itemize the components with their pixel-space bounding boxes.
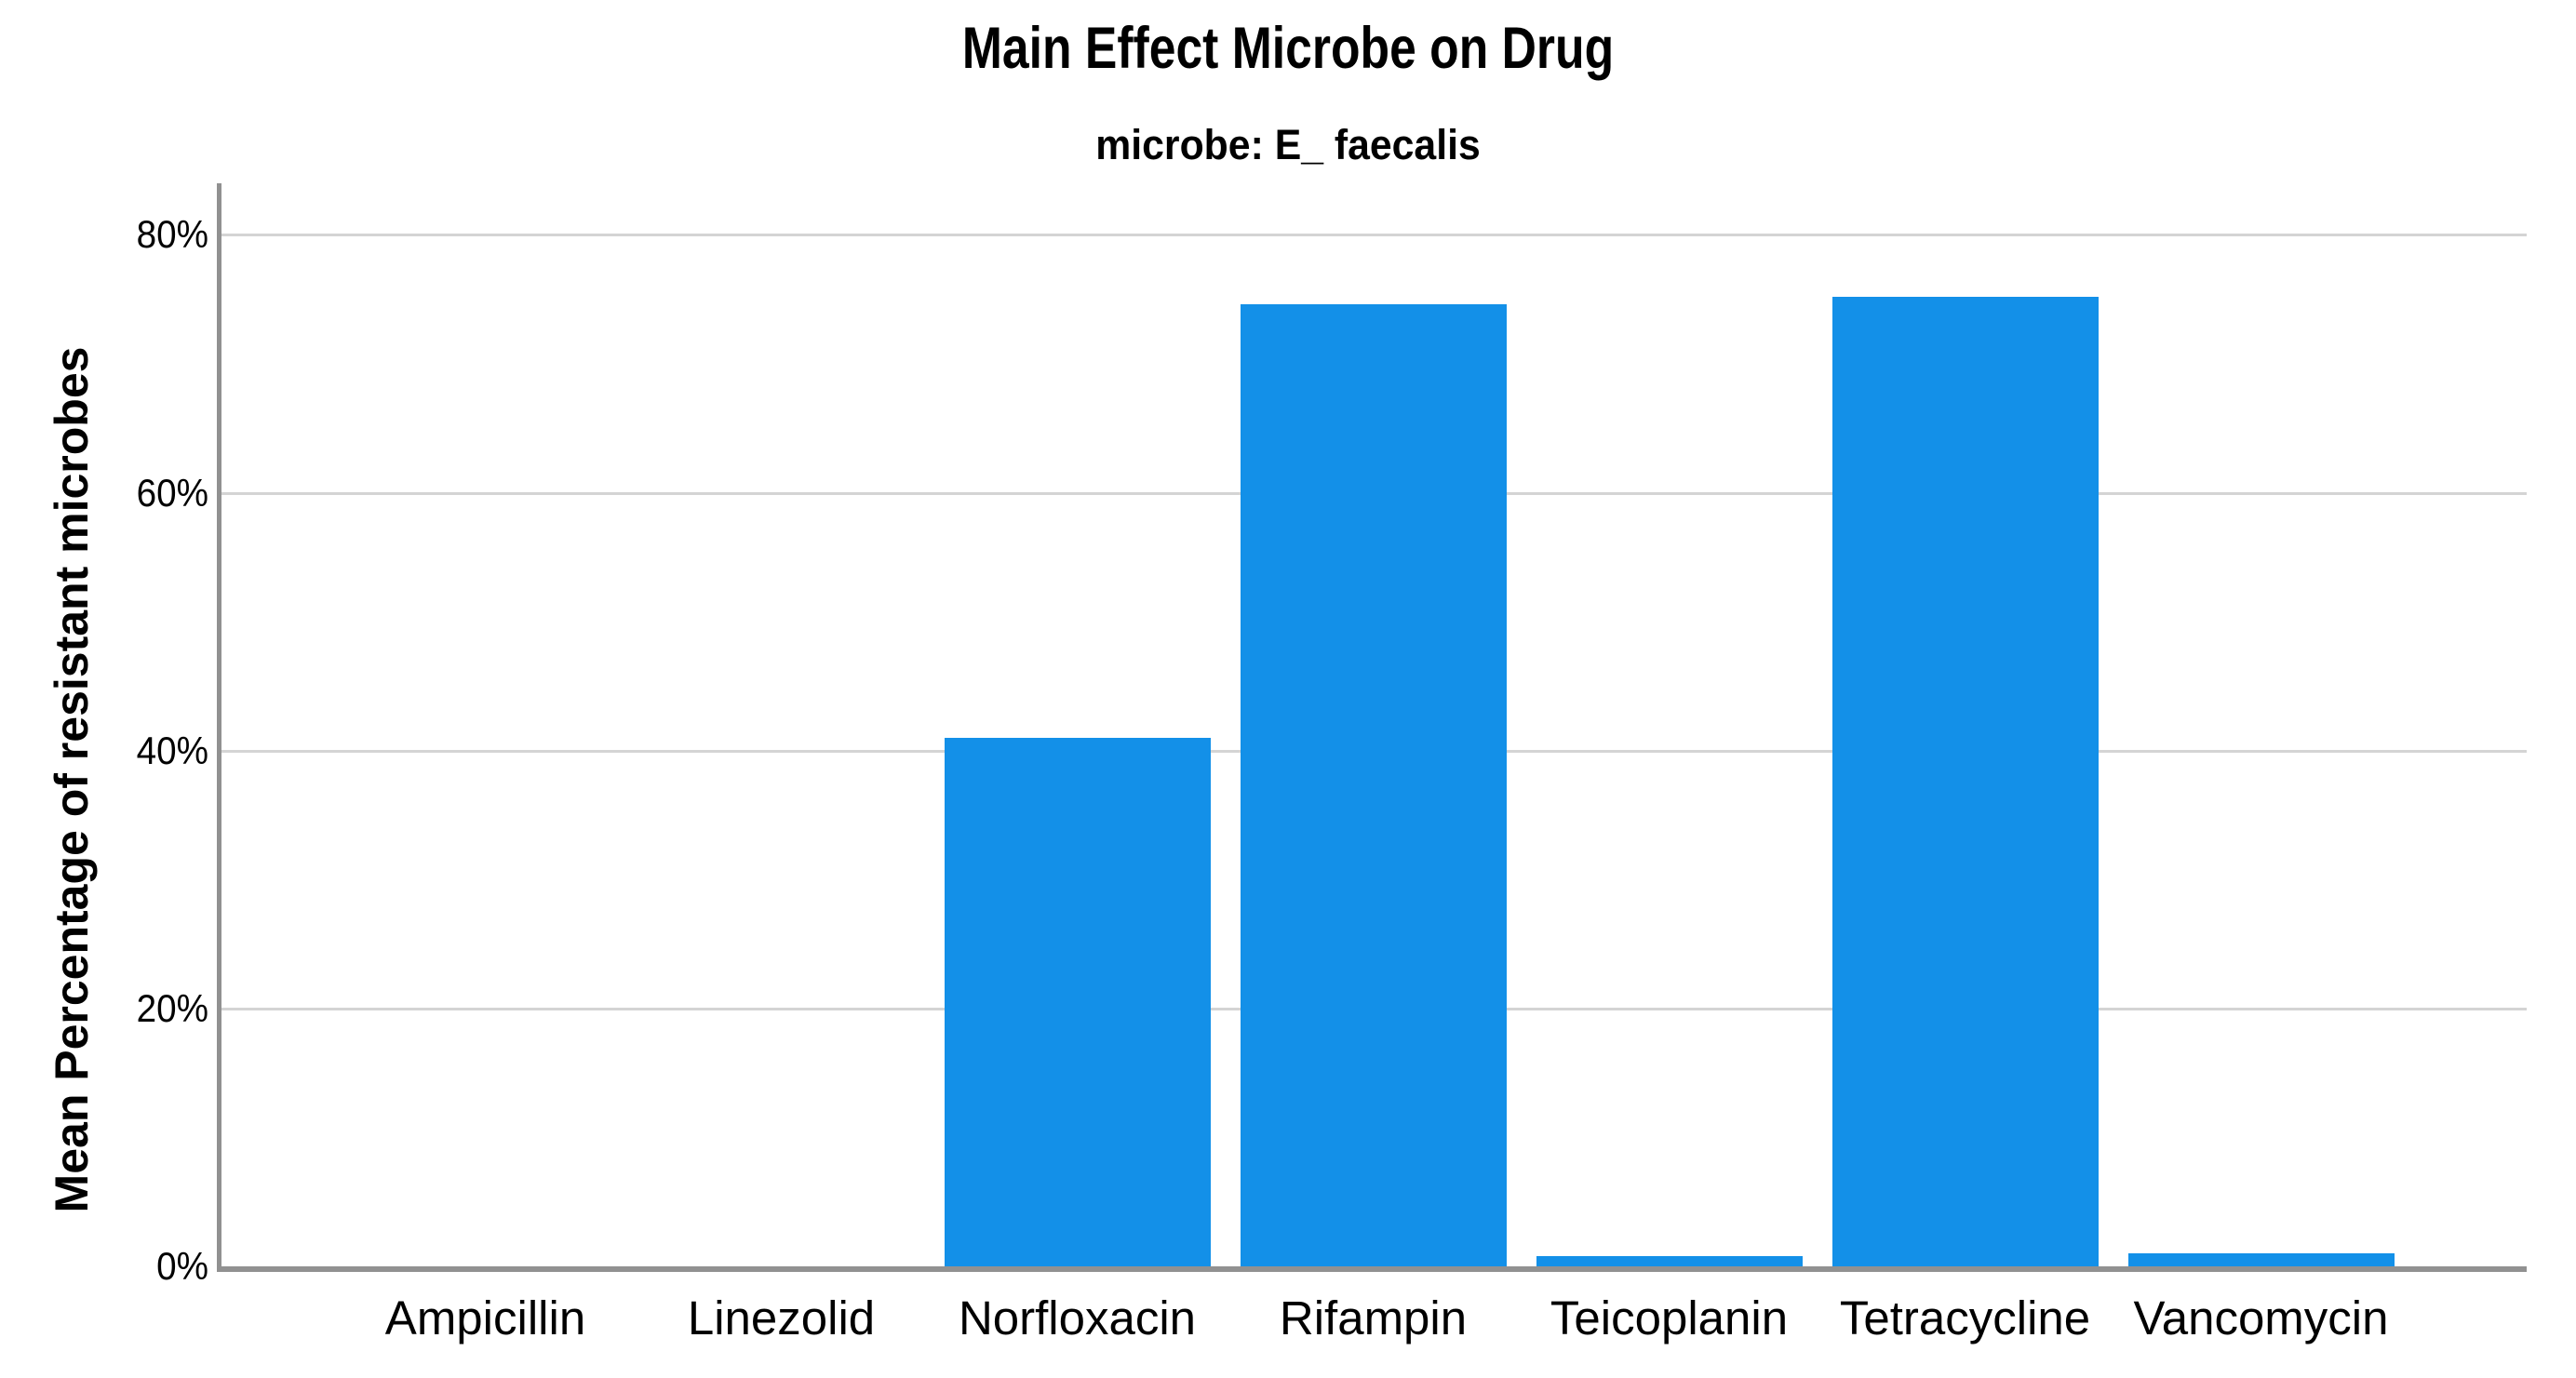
y-tick-label-0: 0% — [156, 1244, 208, 1288]
y-axis-line — [217, 183, 221, 1272]
y-tick-label-60: 60% — [136, 470, 208, 515]
plot-area — [221, 183, 2527, 1266]
x-tick-label-linezolid: Linezolid — [687, 1291, 876, 1345]
bar-teicoplanin — [1536, 1256, 1803, 1266]
chart-title: Main Effect Microbe on Drug — [961, 16, 1615, 81]
x-tick-label-rifampin: Rifampin — [1279, 1291, 1468, 1345]
gridline-80 — [221, 234, 2527, 237]
x-tick-label-ampicillin: Ampicillin — [384, 1291, 586, 1345]
bar-norfloxacin — [944, 738, 1211, 1266]
bar-vancomycin — [2127, 1253, 2395, 1266]
x-tick-label-vancomycin: Vancomycin — [2133, 1291, 2389, 1345]
x-tick-label-tetracycline: Tetracycline — [1839, 1291, 2091, 1345]
x-axis-line — [217, 1266, 2527, 1272]
y-tick-label-40: 40% — [136, 728, 208, 772]
chart-subtitle: microbe: E_ faecalis — [1095, 121, 1481, 168]
bar-rifampin — [1240, 304, 1507, 1266]
y-tick-label-20: 20% — [136, 985, 208, 1030]
x-tick-label-norfloxacin: Norfloxacin — [958, 1291, 1197, 1345]
bar-tetracycline — [1831, 297, 2099, 1266]
y-tick-label-80: 80% — [136, 212, 208, 257]
x-tick-label-teicoplanin: Teicoplanin — [1550, 1291, 1789, 1345]
